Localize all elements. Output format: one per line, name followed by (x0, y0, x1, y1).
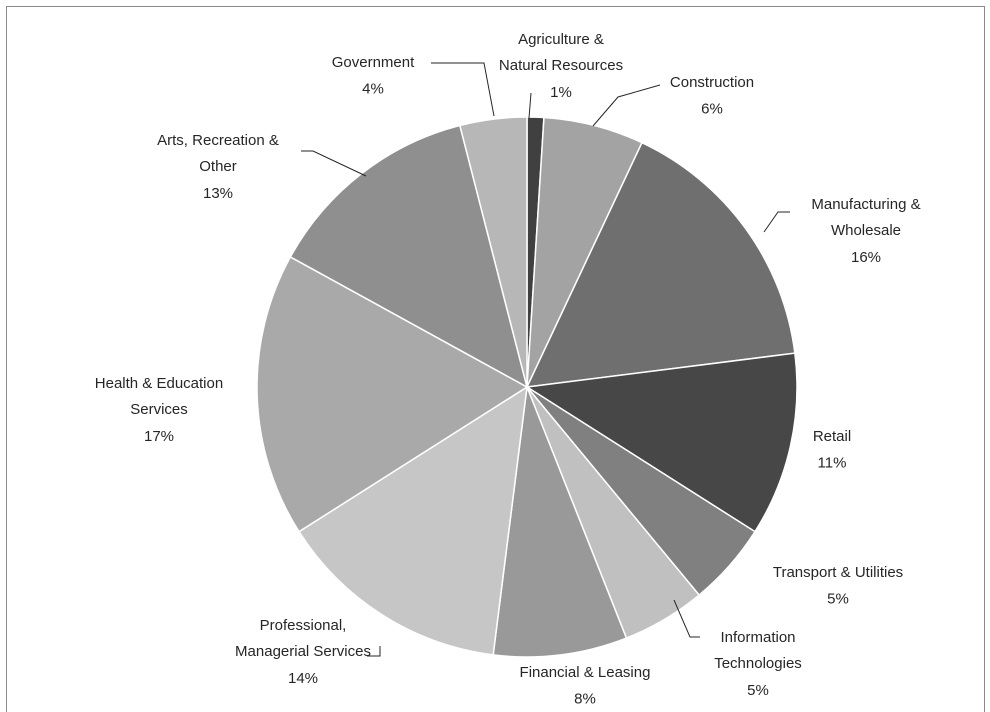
label-line: Professional, (260, 617, 347, 634)
slice-label: Financial & Leasing (520, 664, 651, 681)
pie-slice (524, 352, 798, 533)
slice-label: Professional, Managerial Services (235, 617, 371, 660)
slice-percent: 1% (550, 84, 572, 101)
label-line: Manufacturing & (811, 196, 920, 213)
leader-line (528, 92, 532, 119)
slice-label: Manufacturing & Wholesale (811, 196, 920, 239)
slice-label: Arts, Recreation & Other (157, 132, 279, 175)
slice-label: Construction (670, 74, 754, 91)
label-line: Managerial Services (235, 643, 371, 660)
leader-line (367, 646, 381, 657)
label-line: Natural Resources (499, 57, 623, 74)
slice-label: Government (332, 54, 415, 71)
slice-label: Transport & Utilities (773, 564, 903, 581)
slice-percent: 11% (818, 454, 847, 471)
slice-percent: 16% (851, 249, 881, 266)
pie-slice (492, 386, 628, 658)
label-line: Government (332, 54, 415, 71)
leader-line (763, 211, 790, 233)
slice-label: Health & Education Services (95, 375, 223, 418)
slice-percent: 13% (203, 185, 233, 202)
slice-percent: 14% (288, 670, 318, 687)
pie-slice (256, 255, 529, 533)
slice-percent: 6% (701, 100, 723, 117)
pie-slice (458, 116, 528, 388)
slice-percent: 17% (144, 428, 174, 445)
label-line: Health & Education (95, 375, 223, 392)
label-line: Arts, Recreation & (157, 132, 279, 149)
leader-line (673, 599, 700, 638)
label-line: Wholesale (831, 222, 901, 239)
slice-percent: 4% (362, 80, 384, 97)
slice-percent: 5% (747, 682, 769, 699)
label-line: Transport & Utilities (773, 564, 903, 581)
slice-label: Retail (813, 428, 851, 445)
label-line: Agriculture & (518, 31, 604, 48)
leader-line (592, 84, 661, 127)
label-line: Information (720, 629, 795, 646)
slice-label: Information Technologies (714, 629, 802, 672)
pie-slice (525, 141, 796, 388)
leader-line (301, 150, 367, 177)
slice-label: Agriculture & Natural Resources (499, 31, 623, 74)
label-line: Other (199, 158, 237, 175)
slice-percent: 8% (574, 690, 596, 707)
label-line: Retail (813, 428, 851, 445)
label-line: Services (130, 401, 188, 418)
leader-line (431, 62, 495, 117)
label-line: Financial & Leasing (520, 664, 651, 681)
label-line: Construction (670, 74, 754, 91)
pie-slice (297, 385, 528, 656)
label-line: Technologies (714, 655, 802, 672)
slice-percent: 5% (827, 590, 849, 607)
